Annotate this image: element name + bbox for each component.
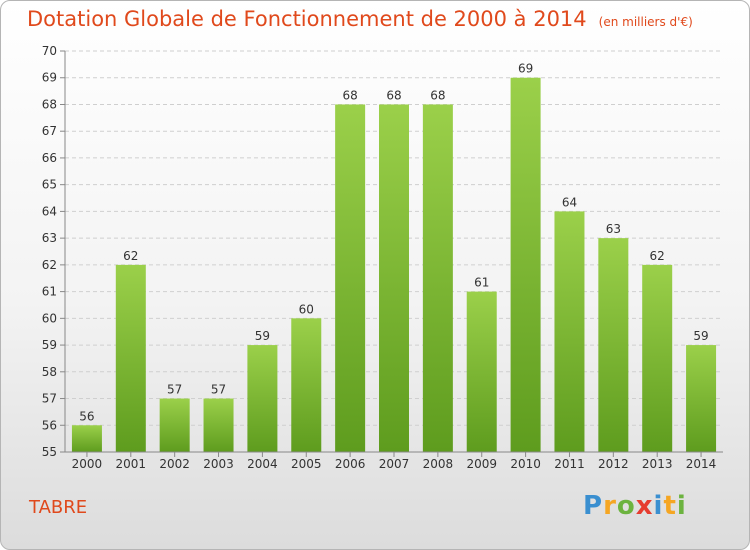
y-tick-label: 55 (42, 445, 57, 459)
x-tick-label: 2014 (686, 457, 717, 471)
bar-2001 (115, 264, 146, 452)
bar-value-label: 68 (430, 88, 445, 102)
x-tick-label: 2008 (423, 457, 454, 471)
bar-value-label: 57 (211, 383, 226, 397)
x-tick-label: 2004 (247, 457, 278, 471)
logo-letter: t (663, 491, 677, 521)
bar-2004 (247, 345, 278, 452)
bar-2002 (159, 398, 190, 452)
x-tick-label: 2010 (510, 457, 541, 471)
logo-letter: i (653, 491, 664, 521)
bar-value-label: 68 (386, 88, 401, 102)
y-tick-label: 56 (42, 418, 57, 432)
logo-letter: i (676, 491, 687, 521)
proxiti-logo: Proxiti (583, 491, 687, 521)
bar-2008 (422, 104, 453, 452)
logo-letter: x (635, 491, 654, 521)
x-tick-label: 2005 (291, 457, 322, 471)
bar-value-label: 63 (606, 222, 621, 236)
bar-value-label: 59 (255, 329, 270, 343)
bar-2009 (466, 291, 497, 452)
x-tick-label: 2000 (72, 457, 103, 471)
y-tick-label: 70 (42, 44, 57, 58)
bar-2003 (203, 398, 234, 452)
bar-2006 (335, 104, 366, 452)
y-tick-label: 60 (42, 311, 57, 325)
y-tick-label: 67 (42, 124, 57, 138)
y-tick-label: 62 (42, 258, 57, 272)
logo-letter: r (603, 491, 617, 521)
chart-title-text: Dotation Globale de Fonctionnement de 20… (27, 7, 587, 31)
x-tick-label: 2001 (116, 457, 147, 471)
bar-value-label: 62 (123, 249, 138, 263)
bar-value-label: 68 (342, 88, 357, 102)
bar-2014 (686, 345, 717, 452)
bar-value-label: 57 (167, 383, 182, 397)
bar-2005 (291, 318, 322, 452)
bar-value-label: 60 (299, 302, 314, 316)
bar-2011 (554, 211, 585, 452)
y-tick-label: 61 (42, 285, 57, 299)
y-tick-label: 59 (42, 338, 57, 352)
bar-value-label: 69 (518, 62, 533, 76)
bar-value-label: 64 (562, 195, 577, 209)
bar-value-label: 59 (693, 329, 708, 343)
logo-letter: o (616, 491, 636, 521)
x-tick-label: 2006 (335, 457, 366, 471)
bar-value-label: 61 (474, 276, 489, 290)
chart-unit: (en milliers d'€) (598, 15, 693, 29)
y-tick-label: 69 (42, 71, 57, 85)
x-tick-label: 2003 (203, 457, 234, 471)
logo-letter: P (583, 491, 604, 521)
y-tick-label: 65 (42, 178, 57, 192)
bar-value-label: 62 (650, 249, 665, 263)
y-tick-label: 64 (42, 204, 57, 218)
x-tick-label: 2013 (642, 457, 673, 471)
x-tick-label: 2012 (598, 457, 629, 471)
bar-value-label: 56 (79, 409, 94, 423)
bar-2007 (379, 104, 409, 452)
bar-2012 (598, 238, 629, 452)
x-tick-label: 2009 (466, 457, 497, 471)
y-tick-label: 68 (42, 97, 57, 111)
x-tick-label: 2007 (379, 457, 410, 471)
y-tick-label: 57 (42, 392, 57, 406)
y-tick-label: 63 (42, 231, 57, 245)
bar-2013 (642, 264, 673, 452)
bar-2010 (510, 77, 541, 452)
y-tick-label: 66 (42, 151, 57, 165)
bar-2000 (71, 425, 102, 452)
commune-name: TABRE (29, 497, 88, 518)
y-tick-label: 58 (42, 365, 57, 379)
x-tick-label: 2011 (554, 457, 585, 471)
chart-title: Dotation Globale de Fonctionnement de 20… (27, 7, 693, 31)
x-tick-label: 2002 (159, 457, 190, 471)
